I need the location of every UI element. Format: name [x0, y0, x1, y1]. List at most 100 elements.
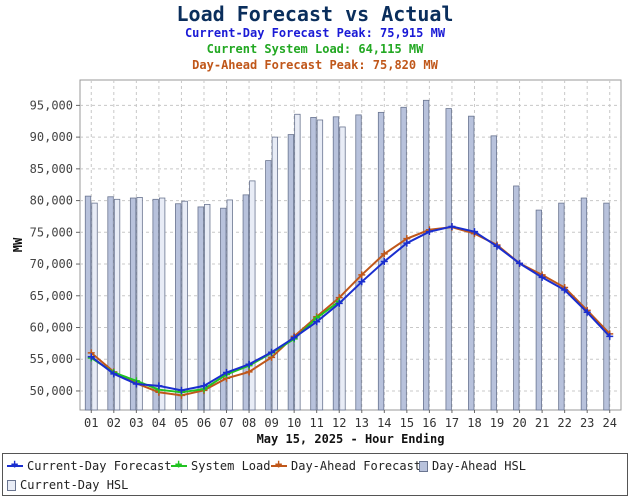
- legend-label: System Load: [191, 459, 271, 473]
- y-tick-label: 95,000: [30, 98, 73, 112]
- x-tick-label: 02: [107, 416, 121, 430]
- legend-box-swatch: [419, 460, 428, 472]
- day-ahead-forecast-point: [358, 271, 366, 279]
- day-ahead-hsl-bar: [468, 115, 475, 411]
- day-ahead-hsl-bar: [84, 195, 92, 411]
- current-day-forecast-point: [470, 228, 478, 236]
- x-axis-label: May 15, 2025 - Hour Ending: [257, 432, 445, 446]
- legend-line-swatch: [171, 457, 187, 471]
- x-tick-label: 23: [580, 416, 594, 430]
- x-tick-label: 20: [512, 416, 526, 430]
- x-tick-label: 24: [603, 416, 617, 430]
- x-tick-label: 09: [264, 416, 278, 430]
- legend-current-day-hsl[interactable]: Current-Day HSL: [7, 478, 128, 492]
- current-day-forecast-point: [403, 239, 411, 247]
- current-day-forecast-point: [200, 382, 208, 390]
- day-ahead-hsl-bar: [332, 116, 340, 411]
- legend-label: Current-Day HSL: [20, 478, 129, 492]
- current-day-hsl-bar: [316, 119, 324, 411]
- x-tick-label: 06: [197, 416, 211, 430]
- day-ahead-hsl-bar: [603, 202, 610, 411]
- day-ahead-hsl-bar: [513, 185, 520, 411]
- current-day-forecast-point: [358, 278, 366, 286]
- day-ahead-hsl-bar: [197, 206, 204, 411]
- current-day-hsl-bar: [271, 136, 279, 411]
- x-tick-label: 17: [445, 416, 459, 430]
- current-day-hsl-bar: [249, 180, 256, 411]
- y-tick-label: 55,000: [30, 352, 73, 366]
- day-ahead-hsl-bar: [400, 106, 407, 411]
- current-day-hsl-bar: [181, 200, 188, 411]
- day-ahead-hsl-bar: [107, 196, 114, 411]
- day-ahead-hsl-bar: [355, 114, 362, 411]
- day-ahead-hsl-bar: [558, 202, 565, 411]
- current-day-hsl-bar: [158, 197, 166, 411]
- load-chart: 50,000 55,000 60,000 65,000 70,000 75,000 80,0…: [11, 79, 622, 446]
- legend-label: Current-Day Forecast: [27, 459, 172, 473]
- y-tick-label: 65,000: [30, 289, 73, 303]
- current-day-hsl-bar: [113, 198, 121, 411]
- y-tick-label: 85,000: [30, 162, 73, 176]
- x-tick-label: 19: [490, 416, 504, 430]
- y-axis-label: MW: [11, 237, 25, 252]
- x-tick-label: 21: [535, 416, 549, 430]
- legend-box-swatch: [7, 479, 16, 491]
- current-day-forecast-point: [493, 242, 501, 250]
- x-tick-label: 14: [377, 416, 391, 430]
- legend-line-swatch: [271, 457, 287, 471]
- day-ahead-hsl-bar: [265, 160, 272, 411]
- y-tick-label: 60,000: [30, 321, 73, 335]
- current-day-forecast-point: [313, 318, 321, 326]
- legend-label: Day-Ahead HSL: [432, 459, 526, 473]
- y-tick-label: 70,000: [30, 257, 73, 271]
- legend-line-swatch: [7, 457, 23, 471]
- legend-day-ahead-hsl[interactable]: Day-Ahead HSL: [419, 459, 526, 473]
- legend-day-ahead-forecast[interactable]: Day-Ahead Forecast: [271, 457, 422, 473]
- day-ahead-forecast-point: [380, 250, 388, 258]
- x-tick-label: 13: [355, 416, 369, 430]
- x-tick-label: 03: [129, 416, 143, 430]
- y-tick-label: 75,000: [30, 225, 73, 239]
- legend-current-day-forecast[interactable]: Current-Day Forecast: [7, 457, 172, 473]
- day-ahead-hsl-bar: [220, 207, 227, 411]
- current-day-forecast-point: [380, 258, 388, 265]
- current-day-hsl-bar: [91, 202, 98, 411]
- y-tick-label: 90,000: [30, 130, 73, 144]
- current-day-forecast-point: [245, 360, 253, 368]
- y-tick-label: 50,000: [30, 384, 73, 398]
- x-tick-label: 11: [309, 416, 323, 430]
- current-day-forecast-point: [561, 286, 569, 294]
- current-day-forecast-point: [110, 370, 118, 378]
- current-day-forecast-point: [290, 334, 298, 342]
- current-day-forecast-point: [538, 273, 546, 281]
- current-day-forecast-point: [516, 259, 524, 267]
- y-tick-label: 80,000: [30, 194, 73, 208]
- legend-label: Day-Ahead Forecast: [291, 459, 422, 473]
- current-day-forecast-point: [606, 332, 614, 340]
- x-tick-label: 16: [422, 416, 436, 430]
- x-tick-label: 01: [84, 416, 98, 430]
- current-day-forecast-point: [335, 299, 343, 307]
- day-ahead-hsl-bar: [152, 198, 159, 411]
- day-ahead-hsl-bar: [242, 194, 249, 411]
- legend: Current-Day Forecast System Load Day-Ahe…: [2, 453, 628, 496]
- day-ahead-hsl-bar: [490, 135, 497, 411]
- day-ahead-hsl-bar: [445, 108, 452, 411]
- current-day-forecast-point: [583, 308, 591, 316]
- chart-title: Load Forecast vs Actual: [176, 2, 454, 26]
- current-day-forecast-point: [448, 223, 456, 231]
- x-tick-label: 07: [219, 416, 233, 430]
- day-ahead-hsl-bar: [310, 117, 317, 411]
- day-ahead-forecast-point: [245, 368, 253, 376]
- current-day-forecast-point: [425, 228, 433, 236]
- x-tick-label: 12: [332, 416, 346, 430]
- current-day-forecast-peak: Current-Day Forecast Peak: 75,915 MW: [184, 26, 446, 40]
- x-tick-label: 22: [557, 416, 571, 430]
- x-tick-label: 18: [467, 416, 481, 430]
- day-ahead-hsl-bar: [287, 134, 295, 411]
- current-day-forecast-line: [90, 225, 611, 392]
- current-day-forecast-point: [268, 348, 276, 356]
- legend-system-load[interactable]: System Load: [171, 457, 271, 473]
- day-ahead-hsl-bar: [129, 197, 137, 411]
- day-ahead-hsl-bar: [535, 209, 543, 411]
